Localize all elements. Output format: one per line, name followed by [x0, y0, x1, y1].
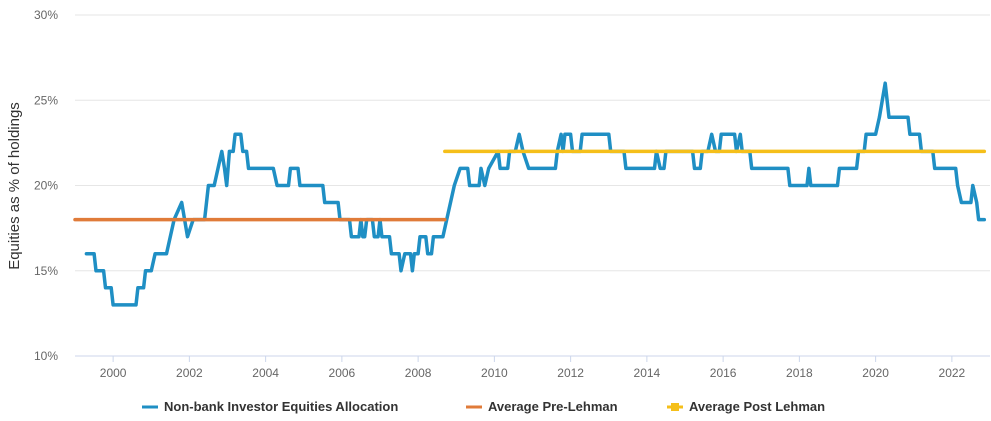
x-tick-label: 2000	[100, 366, 127, 380]
series-line-0[interactable]	[84, 81, 987, 307]
x-tick-label: 2006	[329, 366, 356, 380]
legend-item-2[interactable]: Average Post Lehman	[667, 399, 825, 414]
x-tick-label: 2016	[710, 366, 737, 380]
x-tick-label: 2018	[786, 366, 813, 380]
x-tick-label: 2014	[634, 366, 661, 380]
y-tick-label: 15%	[34, 264, 58, 278]
legend-item-0[interactable]: Non-bank Investor Equities Allocation	[142, 399, 398, 414]
legend-label: Average Post Lehman	[689, 399, 825, 414]
x-tick-label: 2004	[252, 366, 279, 380]
x-tick-label: 2012	[557, 366, 584, 380]
legend-label: Average Pre-Lehman	[488, 399, 618, 414]
legend-item-1[interactable]: Average Pre-Lehman	[466, 399, 618, 414]
x-tick-label: 2002	[176, 366, 203, 380]
y-tick-label: 20%	[34, 179, 58, 193]
y-tick-label: 30%	[34, 8, 58, 22]
x-tick-label: 2022	[939, 366, 966, 380]
legend-label: Non-bank Investor Equities Allocation	[164, 399, 398, 414]
y-tick-label: 10%	[34, 349, 58, 363]
legend: Non-bank Investor Equities Allocation Ave…	[142, 399, 825, 414]
y-tick-label: 25%	[34, 93, 58, 107]
series-layer	[73, 81, 987, 307]
legend-marker	[671, 403, 679, 411]
axis-layer: 10% 15% 20% 25% 30% 2000 2002 2004 2006 2008 2010 2…	[34, 8, 990, 380]
x-tick-label: 2008	[405, 366, 432, 380]
x-tick-label: 2020	[862, 366, 889, 380]
y-axis-title: Equities as % of holdings	[6, 102, 23, 270]
x-tick-label: 2010	[481, 366, 508, 380]
